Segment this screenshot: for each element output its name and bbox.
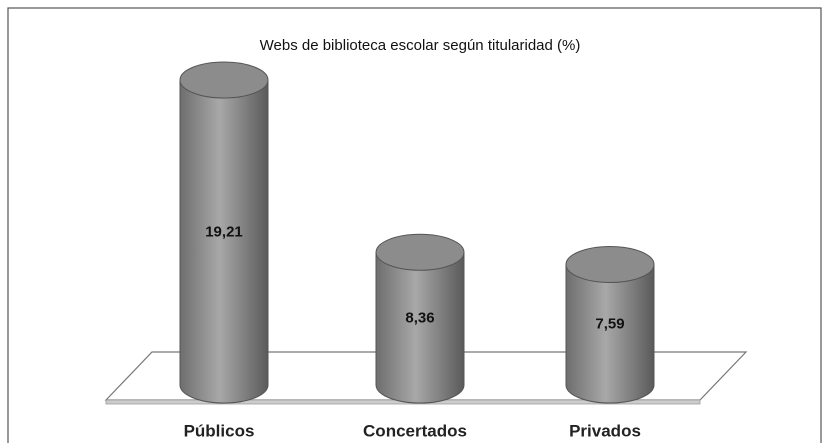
cylinder bbox=[375, 233, 465, 404]
data-label: 8,36 bbox=[405, 310, 434, 327]
cylinder-top bbox=[565, 245, 655, 283]
cylinder bbox=[179, 61, 269, 404]
cylinder-body bbox=[376, 252, 464, 385]
x-tick-label: Públicos bbox=[184, 421, 255, 440]
data-label: 7,59 bbox=[595, 316, 624, 333]
x-tick-label: Concertados bbox=[363, 421, 467, 440]
cylinder-top bbox=[179, 61, 269, 99]
cylinder-top bbox=[375, 233, 465, 271]
x-tick-label: Privados bbox=[569, 421, 641, 440]
cylinder-body bbox=[566, 264, 654, 385]
chart-title: Webs de biblioteca escolar según titular… bbox=[260, 37, 581, 54]
data-label: 19,21 bbox=[205, 223, 243, 240]
cylinder-body bbox=[180, 80, 268, 385]
cylinder bbox=[565, 245, 655, 404]
